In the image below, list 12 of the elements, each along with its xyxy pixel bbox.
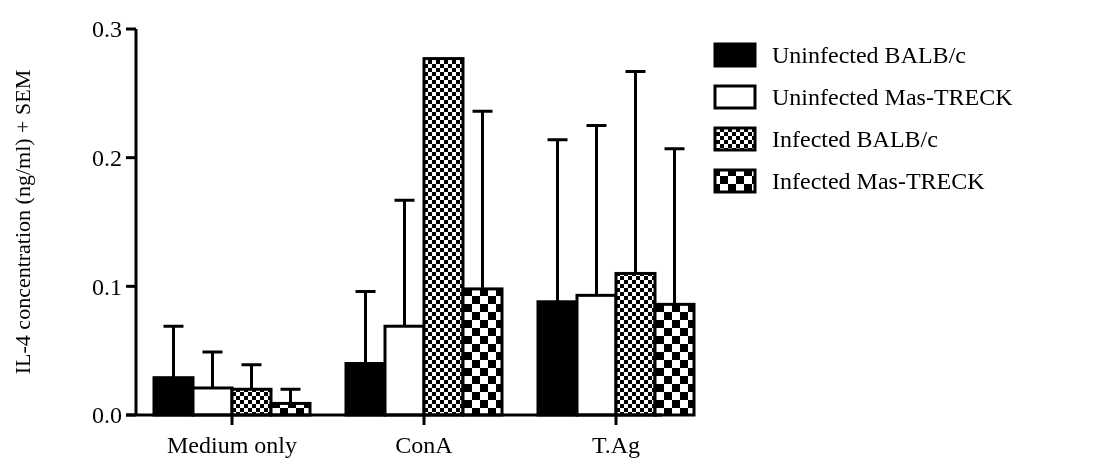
y-tick-label: 0.0 xyxy=(92,402,122,429)
legend-label: Uninfected Mas-TRECK xyxy=(772,84,1014,111)
y-axis-title: IL-4 concentration (ng/ml) + SEM xyxy=(10,69,35,375)
y-tick-label: 0.2 xyxy=(92,145,122,172)
legend-label: Infected BALB/c xyxy=(772,126,938,153)
y-tick-label: 0.1 xyxy=(92,273,122,300)
x-tick-label: Medium only xyxy=(167,432,297,458)
x-tick-label: ConA xyxy=(395,432,454,458)
legend-label: Uninfected BALB/c xyxy=(772,42,966,69)
y-tick-label: 0.3 xyxy=(92,16,122,43)
x-tick-label: T.Ag xyxy=(591,432,641,458)
legend-label: Infected Mas-TRECK xyxy=(772,168,986,195)
